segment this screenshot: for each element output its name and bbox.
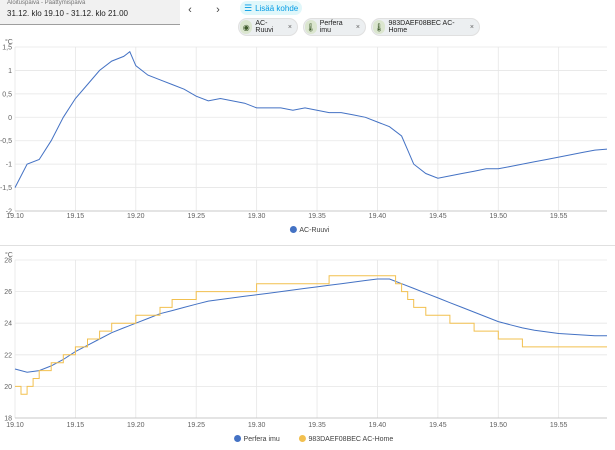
- y-tick-label: -1: [6, 162, 12, 169]
- x-tick-label: 19.10: [6, 213, 24, 220]
- y-tick-label: 26: [4, 289, 12, 296]
- thermometer-icon: 🌡: [373, 20, 386, 34]
- y-tick-label: 18: [4, 416, 12, 423]
- close-icon[interactable]: ×: [287, 23, 292, 31]
- series-line-ac-ruuvi: [14, 50, 608, 188]
- x-tick-label: 19.35: [308, 213, 326, 220]
- x-tick-label: 19.55: [550, 422, 568, 429]
- chip-ac-home[interactable]: 🌡 983DAEF08BEC AC-Home ×: [371, 18, 480, 36]
- y-tick-label: 20: [4, 384, 12, 391]
- eye-icon: ◉: [240, 20, 253, 34]
- y-unit-label: °C: [5, 38, 13, 46]
- y-tick-label: 24: [4, 321, 12, 328]
- chevron-left-icon[interactable]: ‹: [188, 4, 192, 16]
- y-tick-label: 28: [4, 258, 12, 265]
- legend-item[interactable]: Perfera imu: [234, 435, 280, 443]
- y-tick-label: -1,5: [0, 185, 12, 192]
- y-tick-label: -2: [6, 209, 12, 216]
- x-tick-label: 19.40: [369, 213, 387, 220]
- x-tick-label: 19.30: [248, 213, 266, 220]
- legend-swatch: [298, 435, 306, 442]
- x-tick-label: 19.55: [550, 213, 568, 220]
- close-icon[interactable]: ×: [355, 23, 360, 31]
- legend-swatch: [289, 226, 297, 233]
- y-tick-label: 0,5: [2, 91, 12, 98]
- x-tick-label: 19.25: [187, 422, 205, 429]
- x-tick-label: 19.45: [429, 422, 447, 429]
- y-unit-label: °C: [5, 251, 13, 259]
- y-tick-label: 22: [4, 352, 12, 359]
- chevron-right-icon[interactable]: ›: [216, 4, 220, 16]
- y-tick-label: -0,5: [0, 138, 12, 145]
- chart-divider: [0, 245, 615, 246]
- y-tick-label: 0: [8, 115, 12, 122]
- x-tick-label: 19.10: [6, 422, 24, 429]
- close-icon[interactable]: ×: [469, 23, 474, 31]
- add-target-label: Lisää kohde: [255, 3, 299, 13]
- chip-label: Perfera imu: [319, 20, 343, 34]
- x-tick-label: 19.20: [127, 422, 145, 429]
- x-tick-label: 19.35: [308, 422, 326, 429]
- y-tick-label: 1,5: [2, 45, 12, 52]
- chip-label: AC-Ruuvi: [255, 20, 274, 34]
- chip-label: 983DAEF08BEC AC-Home: [388, 20, 455, 34]
- series-line-983daef08bec-ac-home: [15, 275, 607, 395]
- legend-item[interactable]: 983DAEF08BEC AC-Home: [298, 435, 393, 443]
- series-line-perfera-imu: [14, 278, 607, 373]
- date-range-field[interactable]: Aloituspäivä - Päättymispäivä 31.12. klo…: [0, 0, 180, 25]
- date-range-label: Aloituspäivä - Päättymispäivä: [7, 0, 86, 6]
- thermometer-icon: 🌡: [305, 20, 317, 34]
- x-tick-label: 19.25: [187, 213, 205, 220]
- chip-ac-ruuvi[interactable]: ◉ AC-Ruuvi ×: [238, 18, 298, 36]
- chip-perfera-imu[interactable]: 🌡 Perfera imu ×: [303, 18, 366, 36]
- legend-item[interactable]: AC-Ruuvi: [289, 226, 330, 234]
- x-tick-label: 19.40: [369, 422, 387, 429]
- legend-swatch: [234, 435, 242, 442]
- x-tick-label: 19.15: [67, 213, 85, 220]
- legend-label: AC-Ruuvi: [299, 227, 329, 234]
- x-tick-label: 19.20: [127, 213, 145, 220]
- x-tick-label: 19.45: [429, 213, 447, 220]
- x-tick-label: 19.15: [67, 422, 85, 429]
- x-tick-label: 19.50: [489, 213, 507, 220]
- date-range-value: 31.12. klo 19.10 - 31.12. klo 21.00: [7, 9, 128, 18]
- y-tick-label: 1: [8, 68, 12, 75]
- ac-ruuvi-chart: °C1,5 1 0,5 0 -0,5 -1 -1,5 -219.10 19.15 19.20 19.…: [0, 38, 608, 234]
- add-target-button[interactable]: ☰ Lisää kohde: [240, 1, 303, 15]
- legend-label: Perfera imu: [244, 436, 280, 443]
- x-tick-label: 19.30: [248, 422, 266, 429]
- legend-label: 983DAEF08BEC AC-Home: [308, 436, 393, 443]
- x-tick-label: 19.50: [489, 422, 507, 429]
- playlist-add-icon: ☰: [244, 2, 253, 13]
